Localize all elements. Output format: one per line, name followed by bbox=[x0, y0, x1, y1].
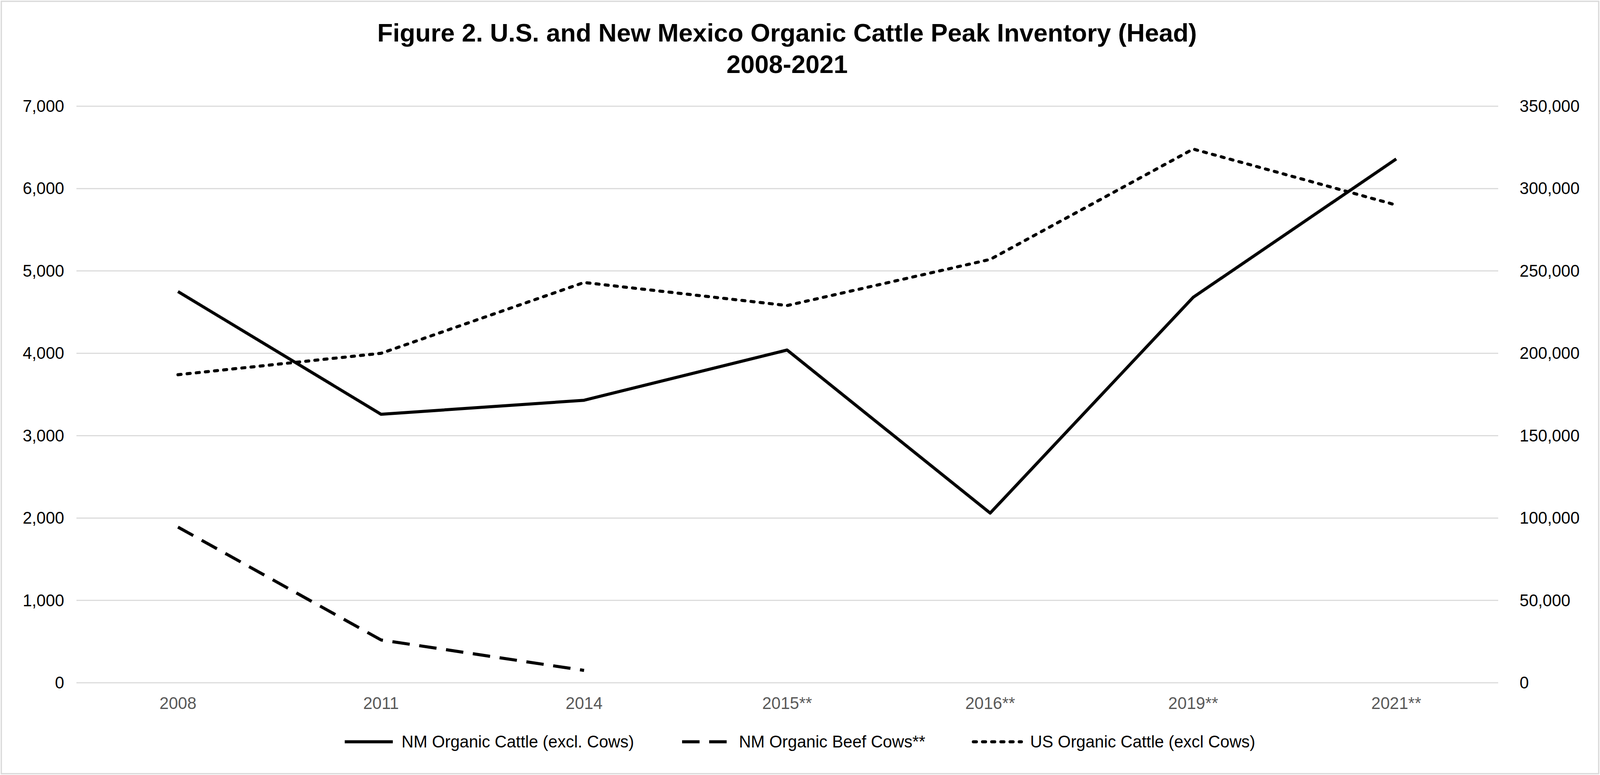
legend-swatch bbox=[344, 740, 393, 744]
plot-area bbox=[177, 148, 1396, 671]
grid-line bbox=[76, 352, 1498, 354]
series-line bbox=[177, 148, 1396, 375]
subtitle: 2008-2021 bbox=[726, 49, 848, 79]
y2-tick-label: 350,000 bbox=[1519, 96, 1580, 116]
legend-label: NM Organic Cattle (excl. Cows) bbox=[401, 732, 634, 751]
y-tick-label: 7,000 bbox=[22, 96, 65, 116]
y2-tick bbox=[1497, 434, 1499, 437]
y2-tick-label: 150,000 bbox=[1519, 426, 1580, 445]
y2-tick-label: 200,000 bbox=[1519, 343, 1580, 363]
grid-line bbox=[76, 599, 1498, 601]
y-tick-label: 3,000 bbox=[22, 426, 65, 445]
y2-tick-label: 0 bbox=[1519, 673, 1529, 692]
grid-line bbox=[76, 187, 1498, 190]
grid-line bbox=[76, 105, 1498, 108]
legend-label: US Organic Cattle (excl Cows) bbox=[1030, 732, 1256, 751]
y2-tick-label: 300,000 bbox=[1519, 179, 1580, 198]
legend-swatch bbox=[682, 740, 731, 744]
x-tick-label: 2014 bbox=[565, 693, 603, 713]
x-tick-label: 2016** bbox=[965, 693, 1015, 713]
y2-tick-label: 250,000 bbox=[1519, 261, 1580, 281]
x-tick-label: 2015** bbox=[761, 693, 812, 713]
y-tick-label: 6,000 bbox=[22, 179, 65, 198]
y2-tick bbox=[1497, 682, 1499, 684]
y-tick-label: 2,000 bbox=[22, 508, 65, 527]
x-tick-label: 2011 bbox=[363, 693, 399, 713]
y2-tick bbox=[1497, 105, 1499, 108]
y2-tick-label: 50,000 bbox=[1519, 591, 1571, 610]
y-tick-label: 5,000 bbox=[22, 261, 65, 281]
y2-tick-label: 100,000 bbox=[1519, 508, 1580, 527]
legend-swatch bbox=[973, 740, 1022, 744]
grid-line bbox=[76, 517, 1498, 519]
y2-tick bbox=[1497, 352, 1499, 354]
x-tick-label: 2008 bbox=[159, 693, 197, 713]
y2-tick bbox=[1497, 599, 1499, 601]
x-tick-label: 2021** bbox=[1371, 693, 1422, 713]
y-tick-label: 4,000 bbox=[22, 343, 65, 363]
series-line bbox=[177, 159, 1396, 513]
title: Figure 2. U.S. and New Mexico Organic Ca… bbox=[377, 18, 1198, 47]
y2-tick bbox=[1497, 187, 1499, 190]
grid-line bbox=[76, 682, 1498, 684]
legend-label: NM Organic Beef Cows** bbox=[738, 732, 926, 751]
series-line bbox=[177, 526, 584, 671]
y-tick-label: 1,000 bbox=[22, 591, 65, 610]
y-tick-label: 0 bbox=[55, 673, 65, 692]
y2-tick bbox=[1497, 270, 1499, 272]
legend: NM Organic Cattle (excl. Cows) NM Organic… bbox=[344, 732, 1256, 751]
chart: Figure 2. U.S. and New Mexico Organic Ca… bbox=[0, 0, 1600, 775]
x-tick-label: 2019** bbox=[1168, 693, 1219, 713]
chart-border bbox=[1, 1, 1599, 774]
grid-line bbox=[76, 270, 1498, 272]
grid-line bbox=[76, 434, 1498, 437]
y2-tick bbox=[1497, 517, 1499, 519]
